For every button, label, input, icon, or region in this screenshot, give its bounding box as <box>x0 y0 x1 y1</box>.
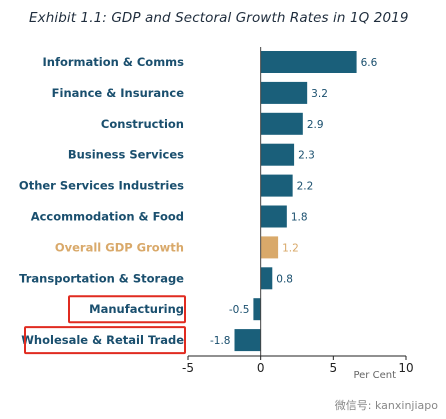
category-label-1: Finance & Insurance <box>52 86 185 100</box>
value-label-5: 1.8 <box>291 212 308 224</box>
highlight-box-9 <box>24 326 186 355</box>
x-tick-label-3: 10 <box>398 361 413 375</box>
category-label-3: Business Services <box>68 148 184 162</box>
bar-9 <box>234 329 261 352</box>
x-tick-label-1: 0 <box>257 361 265 375</box>
bar-2 <box>260 112 303 135</box>
bar-4 <box>260 174 293 197</box>
x-tick-label-0: -5 <box>182 361 194 375</box>
category-label-4: Other Services Industries <box>19 179 184 193</box>
bar-7 <box>260 267 273 290</box>
category-label-9: Wholesale & Retail Trade <box>21 333 184 347</box>
bar-3 <box>260 143 295 166</box>
value-label-6: 1.2 <box>282 242 299 254</box>
value-label-8: -0.5 <box>229 304 250 316</box>
bar-5 <box>260 205 287 228</box>
category-label-0: Information & Comms <box>43 55 185 69</box>
value-label-0: 6.6 <box>361 57 378 69</box>
value-label-9: -1.8 <box>210 335 231 347</box>
bar-8 <box>253 298 261 321</box>
chart-title: Exhibit 1.1: GDP and Sectoral Growth Rat… <box>29 10 409 26</box>
watermark: 微信号: kanxinjiapo <box>334 399 438 412</box>
value-label-1: 3.2 <box>311 88 328 100</box>
category-label-8: Manufacturing <box>89 302 184 316</box>
value-label-4: 2.2 <box>297 181 314 193</box>
value-label-2: 2.9 <box>307 119 324 131</box>
highlight-box-8 <box>68 295 186 324</box>
value-label-3: 2.3 <box>298 150 315 162</box>
value-label-7: 0.8 <box>276 273 293 285</box>
x-tick-label-2: 5 <box>330 361 338 375</box>
category-label-6: Overall GDP Growth <box>55 240 184 254</box>
category-label-5: Accommodation & Food <box>31 210 184 224</box>
x-axis-title: Per Cent <box>353 370 396 381</box>
bar-1 <box>260 81 308 104</box>
bar-6 <box>260 236 279 259</box>
category-label-7: Transportation & Storage <box>19 271 184 285</box>
bar-0 <box>260 51 357 73</box>
category-label-2: Construction <box>101 117 184 131</box>
